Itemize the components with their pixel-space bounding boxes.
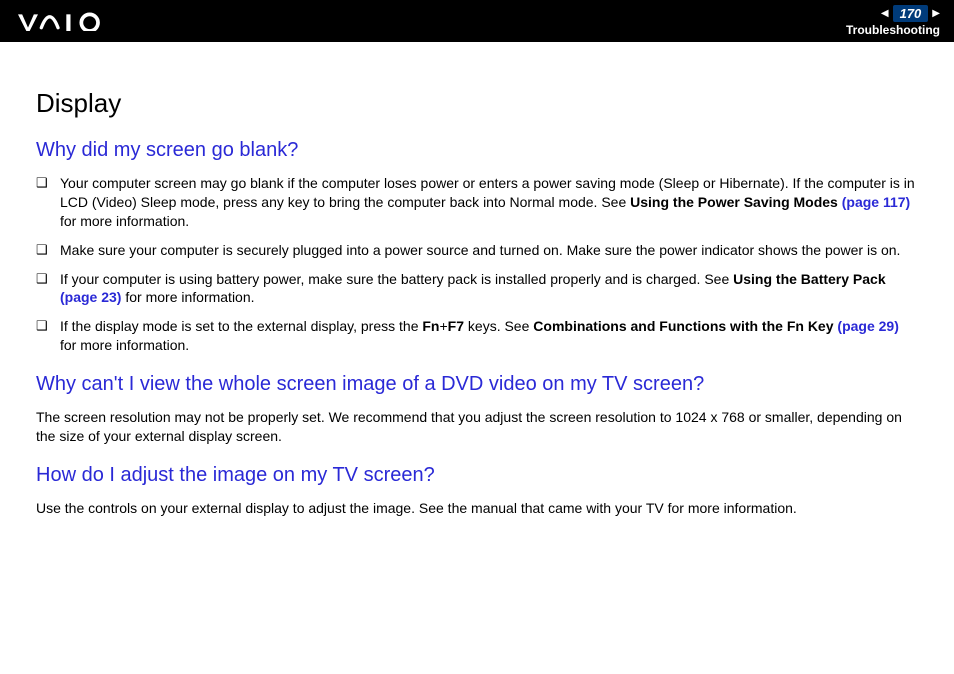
question-2-heading: Why can't I view the whole screen image … [36,373,918,396]
page-content: Display Why did my screen go blank? Your… [0,42,954,518]
bold-text: Using the Power Saving Modes [630,194,842,210]
page-number: 170 [893,5,929,22]
bold-text: Fn [422,318,439,334]
page-link[interactable]: (page 23) [60,289,121,305]
text: If your computer is using battery power,… [60,271,733,287]
bold-text: Combinations and Functions with the Fn K… [533,318,837,334]
next-page-icon[interactable]: ▶ [932,8,940,19]
text: for more information. [121,289,254,305]
text: + [439,318,447,334]
page-title: Display [36,88,918,119]
header-bar: ◀ 170 ▶ Troubleshooting [0,0,954,42]
page-link[interactable]: (page 29) [837,318,898,334]
section-label: Troubleshooting [846,23,940,37]
text: keys. See [464,318,533,334]
list-item: Your computer screen may go blank if the… [36,174,918,231]
bold-text: F7 [448,318,464,334]
page-link[interactable]: (page 117) [842,194,910,210]
text: Make sure your computer is securely plug… [60,242,900,258]
question-3-heading: How do I adjust the image on my TV scree… [36,464,918,487]
header-right: ◀ 170 ▶ Troubleshooting [846,5,940,37]
text: for more information. [60,213,189,229]
list-item: If your computer is using battery power,… [36,270,918,308]
question-2-body: The screen resolution may not be properl… [36,408,918,446]
text: If the display mode is set to the extern… [60,318,422,334]
prev-page-icon[interactable]: ◀ [881,8,889,19]
text: for more information. [60,337,189,353]
page-nav: ◀ 170 ▶ [881,5,940,22]
question-1-heading: Why did my screen go blank? [36,139,918,162]
vaio-logo [18,9,118,33]
list-item: Make sure your computer is securely plug… [36,241,918,260]
question-3-body: Use the controls on your external displa… [36,499,918,518]
list-item: If the display mode is set to the extern… [36,317,918,355]
question-1-list: Your computer screen may go blank if the… [36,174,918,355]
bold-text: Using the Battery Pack [733,271,886,287]
